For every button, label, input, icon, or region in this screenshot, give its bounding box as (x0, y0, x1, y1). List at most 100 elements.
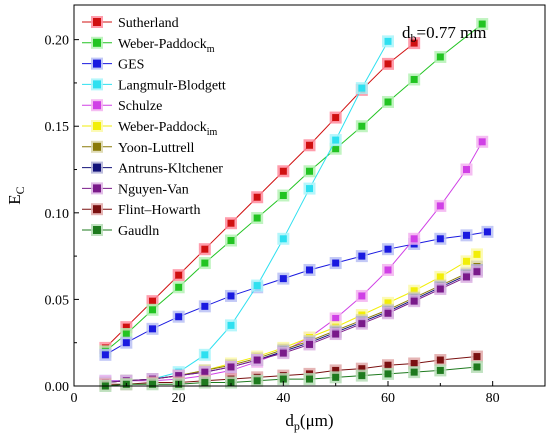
series-point (149, 297, 156, 305)
series-point (227, 363, 235, 371)
series-point (149, 380, 156, 388)
series-point (101, 351, 109, 359)
series-point (358, 252, 366, 260)
series-point (436, 53, 444, 61)
x-tick-label-3: 60 (381, 391, 395, 406)
series-point (436, 273, 444, 281)
series-point (463, 257, 470, 265)
series-point (175, 283, 183, 291)
series-point (473, 363, 481, 371)
series-point (463, 231, 470, 239)
series-point (227, 237, 235, 245)
y-tick-label-4: 0.20 (45, 34, 70, 49)
series-point (279, 235, 287, 243)
series-point (473, 268, 481, 276)
series-point (201, 302, 209, 310)
x-axis-label: dp(μm) (285, 411, 333, 433)
series-point (436, 235, 444, 243)
series-point (122, 323, 130, 331)
y-tick-label-2: 0.10 (45, 207, 70, 222)
series-point (253, 193, 261, 201)
legend-item-9: Flint–Howarth (82, 203, 200, 218)
series-point (227, 321, 235, 329)
series-point (253, 282, 261, 290)
legend-item-5: Weber-Paddockim (82, 120, 218, 138)
series-point (253, 214, 261, 222)
series-point (436, 366, 444, 374)
series-point (384, 37, 392, 45)
series-point (384, 245, 392, 253)
y-tick-label-0: 0.00 (45, 380, 70, 395)
legend-item-3: Langmulr-Blodgett (82, 78, 226, 93)
series-point (332, 136, 340, 144)
series-point (279, 275, 287, 283)
legend-label-6: Yoon-Luttrell (118, 141, 194, 156)
legend-label-10: Gaudln (118, 224, 159, 239)
series-point (358, 84, 366, 92)
y-tick-label-3: 0.15 (45, 120, 70, 135)
series-point (410, 75, 418, 83)
series-point (306, 340, 313, 348)
series-point (358, 320, 366, 328)
series-point (473, 353, 481, 361)
x-tick-label-2: 40 (276, 391, 290, 406)
legend-swatch-marker (93, 18, 101, 26)
series-point (332, 366, 340, 374)
legend-label-1: Weber-Paddockm (118, 37, 215, 55)
legend-swatch-marker (93, 38, 101, 47)
legend-label-3: Langmulr-Blodgett (118, 78, 226, 93)
series-line-8 (105, 271, 478, 384)
legend-label-7: Antruns-Kltchener (118, 162, 223, 177)
series-point (332, 330, 340, 338)
series-point (384, 98, 392, 106)
series-point (332, 373, 340, 381)
series-point (279, 192, 287, 199)
series-point (358, 365, 366, 373)
legend-label-2: GES (118, 58, 144, 73)
legend-swatch-marker (93, 226, 101, 234)
x-tick-label-4: 80 (486, 391, 500, 406)
legend-label-0: Sutherland (118, 16, 179, 31)
legend-item-0: Sutherland (82, 16, 179, 31)
series-point (306, 266, 313, 274)
legend-item-4: Schulze (82, 99, 162, 114)
series-point (332, 145, 340, 153)
legend-item-1: Weber-Paddockm (82, 36, 215, 55)
legend-item-6: Yoon-Luttrell (82, 140, 194, 156)
legend-swatch-marker (93, 163, 101, 172)
series-point (122, 330, 130, 338)
chart-annotation: db=0.77 mm (402, 23, 487, 45)
series-point (410, 235, 418, 243)
series-point (122, 339, 130, 347)
series-point (279, 349, 287, 357)
legend-swatch-marker (93, 142, 101, 151)
series-point (384, 266, 392, 274)
series-point (473, 250, 481, 258)
series-point (227, 292, 235, 300)
legend-item-10: Gaudln (82, 224, 159, 239)
series-line-4 (105, 141, 483, 382)
y-axis-label: EC (5, 186, 27, 204)
series-point (384, 361, 392, 369)
legend-swatch-marker (93, 101, 101, 110)
series-point (463, 166, 470, 174)
legend-swatch-marker (93, 184, 101, 193)
series-layer (99, 18, 494, 392)
series-point (227, 379, 235, 387)
legend-label-9: Flint–Howarth (118, 203, 200, 218)
series-point (175, 372, 183, 380)
series-point (436, 202, 444, 210)
series-point (358, 122, 366, 130)
series-point (306, 141, 313, 149)
series-point (410, 297, 418, 305)
series-point (410, 39, 418, 47)
series-point (332, 314, 340, 322)
series-point (410, 368, 418, 376)
series-point (478, 20, 486, 28)
series-point (384, 299, 392, 307)
y-tick-label-1: 0.05 (45, 293, 70, 308)
series-point (201, 351, 209, 359)
series-point (410, 359, 418, 367)
